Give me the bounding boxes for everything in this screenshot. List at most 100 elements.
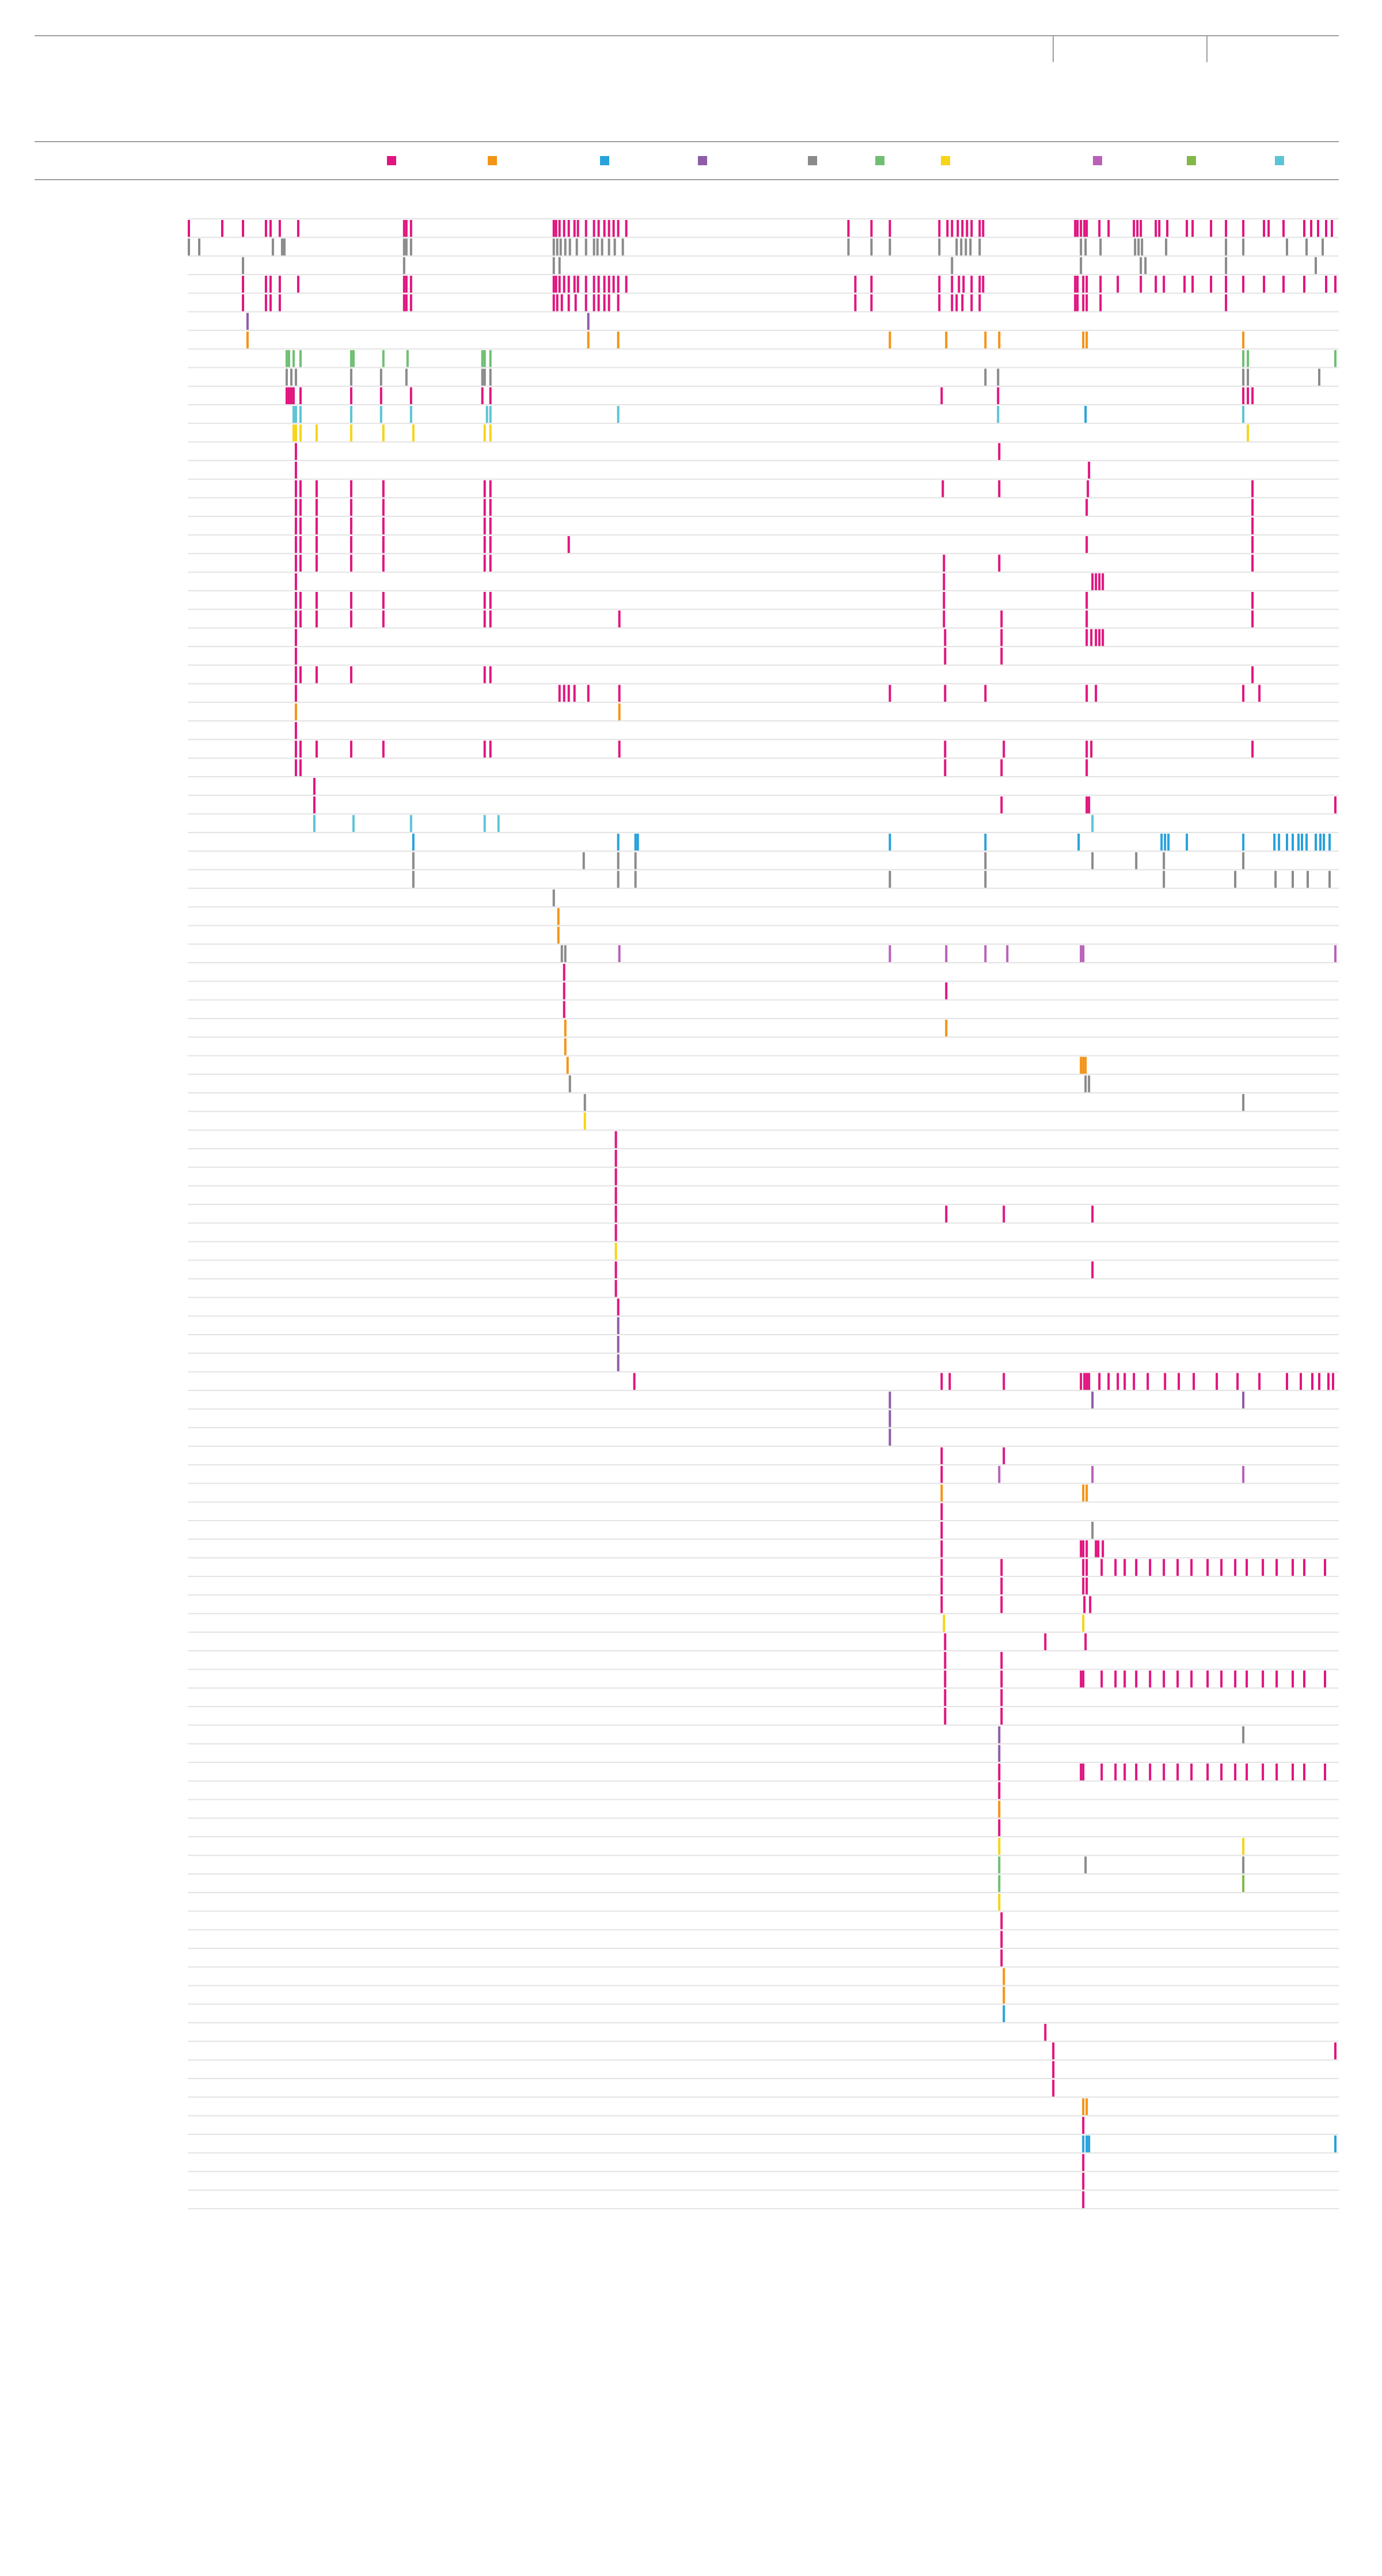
- event-mark: [1000, 1931, 1003, 1948]
- event-mark: [943, 573, 946, 590]
- event-mark: [1084, 238, 1087, 256]
- event-mark: [1160, 833, 1163, 851]
- event-mark: [982, 275, 985, 293]
- event-mark: [940, 387, 943, 404]
- event-mark: [1327, 1373, 1330, 1390]
- event-mark: [483, 350, 486, 367]
- event-mark: [315, 592, 318, 609]
- event-mark: [1052, 2061, 1055, 2078]
- event-mark: [1242, 1391, 1245, 1409]
- event-mark: [1292, 833, 1294, 851]
- event-mark: [1236, 1373, 1239, 1390]
- legend-swatch-3: [600, 156, 609, 165]
- event-mark: [608, 275, 610, 293]
- event-mark: [998, 1856, 1001, 1874]
- event-mark: [978, 294, 981, 311]
- event-mark: [847, 238, 850, 256]
- event-mark: [961, 220, 964, 237]
- event-mark: [1242, 368, 1245, 386]
- event-mark: [294, 536, 297, 553]
- event-mark: [1082, 1540, 1085, 1557]
- event-mark: [943, 592, 946, 609]
- event-mark: [294, 629, 297, 646]
- event-mark: [601, 238, 603, 256]
- event-mark: [1220, 1559, 1223, 1576]
- event-mark: [278, 294, 281, 311]
- event-mark: [242, 275, 244, 293]
- event-mark: [889, 1391, 891, 1409]
- legend-swatch-10: [1275, 156, 1284, 165]
- event-mark: [264, 220, 267, 237]
- event-mark: [409, 238, 412, 256]
- event-mark: [584, 238, 587, 256]
- event-mark: [1251, 499, 1254, 516]
- event-mark: [1190, 1670, 1193, 1688]
- event-mark: [1319, 833, 1322, 851]
- event-mark: [1234, 871, 1237, 888]
- event-mark: [1149, 1763, 1152, 1781]
- event-mark: [984, 945, 987, 962]
- event-mark: [958, 275, 960, 293]
- event-mark: [1085, 294, 1088, 311]
- event-mark: [483, 499, 486, 516]
- event-mark: [294, 554, 297, 572]
- event-mark: [612, 220, 615, 237]
- event-mark: [566, 1057, 569, 1074]
- event-mark: [1000, 647, 1003, 665]
- event-mark: [382, 499, 385, 516]
- event-mark: [294, 610, 297, 628]
- event-mark: [1083, 1373, 1086, 1390]
- event-mark: [1083, 220, 1086, 237]
- event-mark: [567, 294, 570, 311]
- event-mark: [559, 238, 562, 256]
- event-mark: [997, 406, 1000, 423]
- event-mark: [489, 387, 492, 404]
- event-mark: [574, 294, 577, 311]
- event-mark: [1084, 1633, 1087, 1651]
- event-mark: [1178, 1373, 1180, 1390]
- event-mark: [294, 759, 297, 776]
- event-mark: [998, 1894, 1001, 1911]
- event-mark: [299, 499, 302, 516]
- event-mark: [1080, 1057, 1083, 1074]
- event-mark: [1262, 1559, 1265, 1576]
- legend-swatch-8: [1093, 156, 1102, 165]
- event-mark: [558, 257, 561, 274]
- event-mark: [558, 220, 561, 237]
- event-mark: [1242, 238, 1245, 256]
- event-mark: [1206, 1559, 1209, 1576]
- event-mark: [573, 685, 576, 702]
- event-mark: [1186, 220, 1189, 237]
- event-mark: [1003, 1968, 1005, 1985]
- event-mark: [379, 406, 382, 423]
- event-mark: [955, 238, 958, 256]
- event-mark: [943, 554, 946, 572]
- event-mark: [1052, 2042, 1055, 2060]
- event-mark: [969, 238, 972, 256]
- event-mark: [403, 294, 405, 311]
- event-mark: [625, 220, 628, 237]
- event-mark: [1085, 1559, 1088, 1576]
- event-mark: [1003, 1986, 1005, 2004]
- event-mark: [1082, 1763, 1085, 1781]
- event-mark: [1158, 220, 1161, 237]
- event-mark: [889, 220, 891, 237]
- event-mark: [350, 368, 352, 386]
- header: [35, 35, 1339, 180]
- event-mark: [998, 443, 1001, 460]
- event-mark: [221, 220, 223, 237]
- event-mark: [568, 238, 571, 256]
- event-mark: [1305, 833, 1308, 851]
- event-mark: [1000, 1670, 1003, 1688]
- event-mark: [1082, 1670, 1085, 1688]
- event-mark: [1165, 238, 1168, 256]
- event-mark: [1242, 852, 1245, 869]
- event-mark: [483, 517, 486, 535]
- event-mark: [966, 220, 969, 237]
- event-mark: [1176, 1763, 1179, 1781]
- event-mark: [382, 517, 385, 535]
- event-mark: [563, 1001, 565, 1018]
- event-mark: [1077, 833, 1080, 851]
- event-mark: [1322, 238, 1324, 256]
- event-mark: [1163, 275, 1165, 293]
